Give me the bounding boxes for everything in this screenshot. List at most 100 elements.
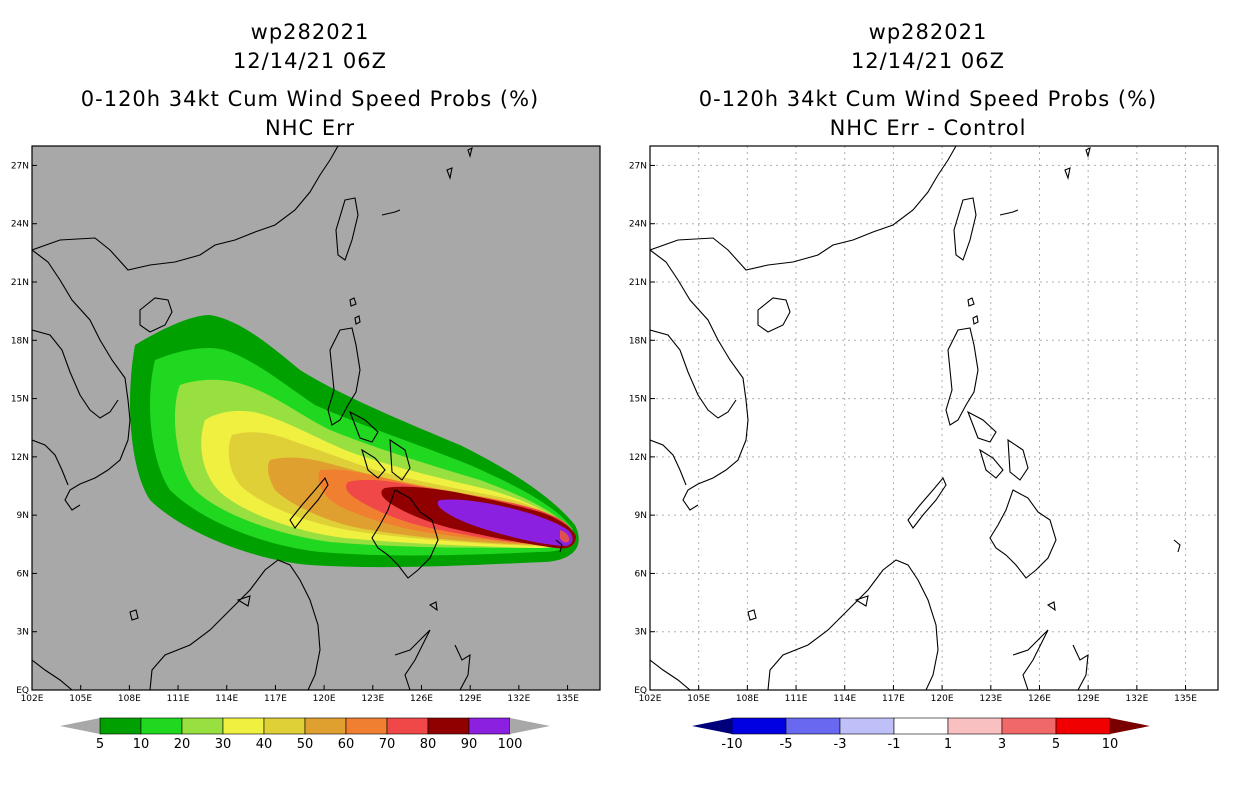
colorbar-low-extension — [60, 718, 100, 734]
colorbar-segment — [893, 717, 949, 735]
colorbar-label: 3 — [998, 737, 1006, 752]
lat-tick-label: 9N — [635, 511, 647, 521]
colorbar-label: -3 — [834, 737, 847, 752]
lat-tick-label: 3N — [635, 628, 647, 638]
lat-tick-label: 18N — [629, 336, 647, 346]
lon-tick-label: 135E — [556, 694, 579, 704]
colorbar-high-extension — [1110, 718, 1150, 734]
right-datetime: 12/14/21 06Z — [850, 49, 1006, 73]
colorbar-segment — [345, 717, 388, 735]
lon-tick-label: 126E — [1028, 694, 1051, 704]
lon-tick-label: 102E — [639, 694, 662, 704]
lat-tick-label: 18N — [11, 336, 29, 346]
lon-tick-label: 123E — [979, 694, 1002, 704]
lon-tick-label: 108E — [736, 694, 759, 704]
colorbar-label: 30 — [215, 737, 232, 752]
colorbar-segment — [468, 717, 511, 735]
lon-tick-label: 102E — [21, 694, 44, 704]
right-map-frame — [649, 145, 1219, 691]
colorbar-label: 40 — [256, 737, 273, 752]
right-product-title: 0-120h 34kt Cum Wind Speed Probs (%) — [698, 87, 1158, 111]
right-axis-ticks: 102E 105E 108E 111E 114E 117E 120E 123E 126E 129E… — [629, 161, 1197, 704]
lon-tick-label: 129E — [459, 694, 482, 704]
right-colorbar: -10 -5 -3 -1 1 3 5 10 — [692, 717, 1150, 752]
left-product-title: 0-120h 34kt Cum Wind Speed Probs (%) — [80, 87, 540, 111]
colorbar-segment — [386, 717, 429, 735]
colorbar-high-extension — [510, 718, 550, 734]
right-subtitle: NHC Err - Control — [829, 116, 1027, 140]
lon-tick-label: 132E — [1125, 694, 1148, 704]
right-title-block: wp282021 12/14/21 06Z 0-120h 34kt Cum Wi… — [648, 18, 1208, 143]
lon-tick-label: 135E — [1174, 694, 1197, 704]
lat-tick-label: 24N — [629, 220, 647, 230]
lon-tick-label: 132E — [507, 694, 530, 704]
left-title-block: wp282021 12/14/21 06Z 0-120h 34kt Cum Wi… — [30, 18, 590, 143]
colorbar-label: 80 — [420, 737, 437, 752]
colorbar-label: 60 — [338, 737, 355, 752]
colorbar-segment — [785, 717, 841, 735]
colorbar-label: -10 — [721, 737, 742, 752]
colorbar-segment — [731, 717, 787, 735]
colorbar-segment — [222, 717, 265, 735]
colorbar-label: 10 — [133, 737, 150, 752]
colorbar-label: 20 — [174, 737, 191, 752]
lon-tick-label: 108E — [118, 694, 141, 704]
left-axis-ticks: 102E 105E 108E 111E 114E 117E 120E 123E 126E 129E… — [11, 161, 579, 704]
lon-tick-label: 120E — [313, 694, 336, 704]
lat-tick-label: EQ — [634, 686, 647, 696]
right-gridlines — [650, 146, 1218, 690]
lat-tick-label: 15N — [11, 395, 29, 405]
lat-tick-label: 21N — [629, 278, 647, 288]
lat-tick-label: 24N — [11, 220, 29, 230]
lat-tick-label: 27N — [629, 161, 647, 171]
colorbar-segment — [1055, 717, 1111, 735]
lon-tick-label: 114E — [215, 694, 238, 704]
colorbar-low-extension — [692, 718, 732, 734]
colorbar-label: 10 — [1102, 737, 1119, 752]
colorbar-label: 5 — [1052, 737, 1060, 752]
lon-tick-label: 105E — [69, 694, 92, 704]
lon-tick-label: 111E — [785, 694, 808, 704]
lat-tick-label: 27N — [11, 161, 29, 171]
lon-tick-label: 117E — [264, 694, 287, 704]
colorbar-segment — [839, 717, 895, 735]
probability-swath — [32, 146, 579, 690]
lat-tick-label: 21N — [11, 278, 29, 288]
colorbar-segment — [181, 717, 224, 735]
colorbar-segment — [99, 717, 142, 735]
lat-tick-label: 12N — [629, 453, 647, 463]
colorbar-label: 50 — [297, 737, 314, 752]
lat-tick-label: EQ — [16, 686, 29, 696]
colorbar-segment — [140, 717, 183, 735]
lat-tick-label: 9N — [17, 511, 29, 521]
lon-tick-label: 117E — [882, 694, 905, 704]
right-storm-id: wp282021 — [868, 20, 988, 44]
lon-tick-label: 105E — [687, 694, 710, 704]
lat-tick-label: 12N — [11, 453, 29, 463]
colorbar-segment — [263, 717, 306, 735]
right-map-background — [650, 146, 1218, 690]
left-datetime: 12/14/21 06Z — [232, 49, 388, 73]
prob-band-90 — [437, 499, 573, 546]
colorbar-label: 90 — [461, 737, 478, 752]
left-map-panel: 102E 105E 108E 111E 114E 117E 120E 123E 126E 129E… — [11, 145, 601, 704]
left-colorbar: 5 10 20 30 40 50 60 70 80 90 100 — [60, 717, 550, 752]
colorbar-segment — [947, 717, 1003, 735]
right-map-panel: 102E 105E 108E 111E 114E 117E 120E 123E 126E 129E… — [629, 145, 1219, 704]
lon-tick-label: 120E — [931, 694, 954, 704]
lon-tick-label: 126E — [410, 694, 433, 704]
left-subtitle: NHC Err — [264, 116, 355, 140]
lat-tick-label: 6N — [635, 569, 647, 579]
colorbar-label: 5 — [96, 737, 104, 752]
colorbar-segment — [427, 717, 470, 735]
colorbar-label: 1 — [944, 737, 952, 752]
left-map-frame — [31, 145, 601, 691]
lon-tick-label: 114E — [833, 694, 856, 704]
left-storm-id: wp282021 — [250, 20, 370, 44]
lat-tick-label: 6N — [17, 569, 29, 579]
lon-tick-label: 111E — [167, 694, 190, 704]
prob-band-core — [560, 530, 570, 543]
colorbar-label: -1 — [888, 737, 901, 752]
colorbar-label: -5 — [780, 737, 793, 752]
